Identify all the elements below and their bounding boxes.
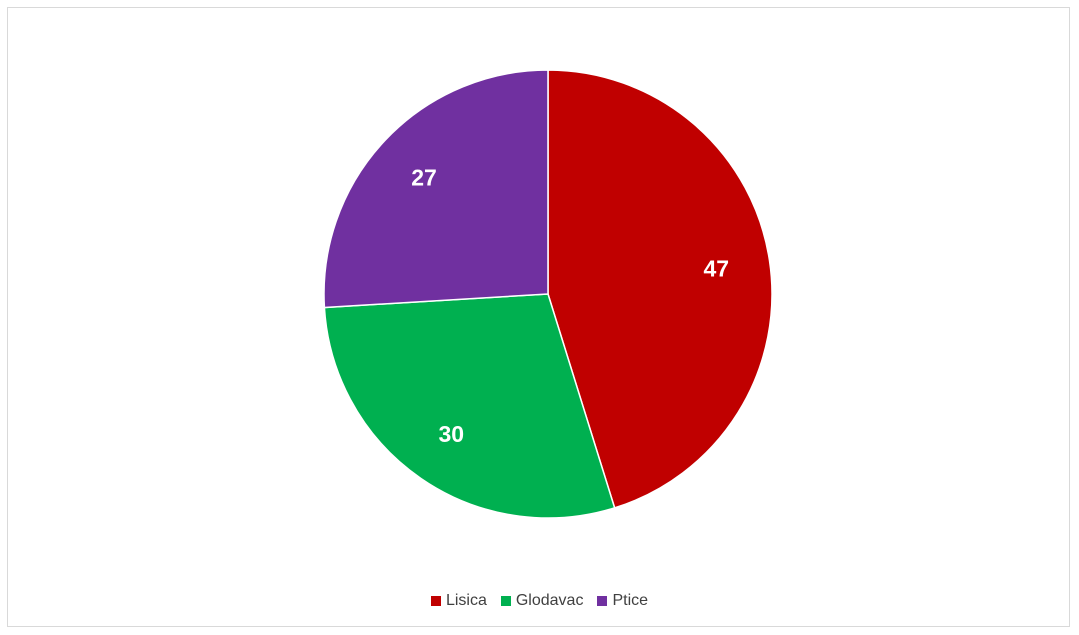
legend-label-lisica: Lisica (445, 592, 487, 609)
legend-swatch-ptice (597, 596, 608, 606)
data-label-lisica: 47 (704, 255, 730, 281)
legend: Lisica Glodavac Ptice (0, 592, 1079, 610)
data-label-glodavac: 30 (438, 421, 464, 447)
pie-slice-ptice (323, 69, 549, 309)
legend-swatch-glodavac (500, 596, 511, 606)
pie-slices (323, 69, 773, 519)
legend-label-glodavac: Glodavac (515, 592, 584, 609)
data-label-ptice: 27 (411, 164, 437, 190)
legend-item-glodavac: Glodavac (500, 592, 584, 610)
legend-item-lisica: Lisica (430, 592, 487, 610)
legend-item-ptice: Ptice (597, 592, 648, 610)
data-labels: 47 30 27 (411, 164, 729, 447)
pie-slice-lisica (547, 69, 773, 509)
legend-label-ptice: Ptice (612, 592, 649, 609)
legend-swatch-lisica (430, 596, 441, 606)
pie-slice-glodavac (323, 293, 616, 519)
